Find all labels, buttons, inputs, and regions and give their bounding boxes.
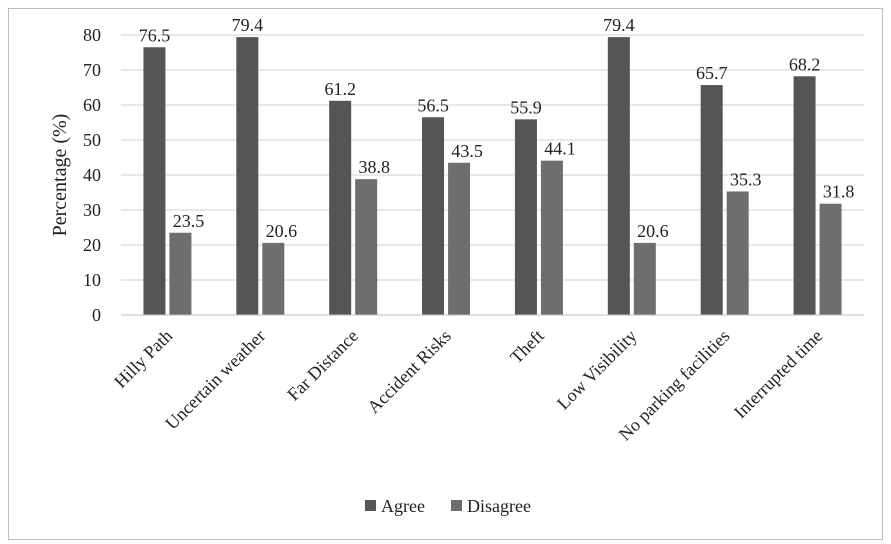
- bar-agree: [700, 85, 723, 315]
- legend-label-disagree: Disagree: [467, 496, 531, 516]
- y-tick-label: 70: [83, 60, 101, 80]
- bar-disagree: [169, 232, 192, 315]
- bar-agree: [236, 37, 259, 315]
- y-tick-label: 0: [92, 305, 101, 325]
- data-label: 55.9: [510, 97, 542, 117]
- bar-agree: [514, 119, 537, 315]
- data-label: 43.5: [451, 141, 483, 161]
- bar-disagree: [355, 179, 378, 315]
- bar-agree: [422, 117, 445, 315]
- bar-agree: [329, 100, 352, 315]
- bar-disagree: [448, 162, 471, 315]
- bar-agree: [793, 76, 816, 315]
- data-label: 65.7: [696, 63, 728, 83]
- bar-disagree: [726, 191, 749, 315]
- x-tick-label: Low Visibility: [553, 326, 641, 414]
- legend-label-agree: Agree: [381, 496, 425, 516]
- bar-agree: [607, 37, 630, 315]
- y-tick-label: 80: [83, 25, 101, 45]
- data-label: 20.6: [637, 221, 669, 241]
- x-tick-label: Interrupted time: [730, 326, 826, 422]
- x-tick-label: Uncertain weather: [161, 326, 269, 434]
- data-label: 44.1: [544, 139, 576, 159]
- y-tick-label: 60: [83, 95, 101, 115]
- y-tick-label: 30: [83, 200, 101, 220]
- x-tick-label: Accident Risks: [363, 326, 455, 418]
- y-axis-title: Percentage (%): [49, 114, 71, 237]
- bar-agree: [143, 47, 166, 315]
- bar-disagree: [633, 242, 656, 315]
- data-label: 20.6: [266, 221, 298, 241]
- legend-swatch-agree: [365, 500, 376, 511]
- data-label: 23.5: [173, 211, 205, 231]
- data-label: 76.5: [139, 25, 171, 45]
- data-label: 38.8: [358, 157, 390, 177]
- x-tick-label: Theft: [506, 326, 548, 368]
- bar-disagree: [819, 203, 842, 315]
- bar-disagree: [540, 160, 563, 315]
- data-label: 68.2: [789, 54, 821, 74]
- y-tick-label: 20: [83, 235, 101, 255]
- data-label: 79.4: [603, 15, 635, 35]
- y-tick-label: 10: [83, 270, 101, 290]
- data-label: 31.8: [823, 182, 855, 202]
- data-label: 79.4: [232, 15, 264, 35]
- data-label: 61.2: [324, 79, 356, 99]
- data-label: 35.3: [730, 169, 762, 189]
- data-label: 56.5: [417, 95, 449, 115]
- bar-disagree: [262, 242, 285, 315]
- legend-swatch-disagree: [451, 500, 462, 511]
- y-tick-label: 50: [83, 130, 101, 150]
- x-tick-label: Hilly Path: [110, 326, 176, 392]
- y-tick-label: 40: [83, 165, 101, 185]
- x-tick-label: Far Distance: [283, 326, 362, 405]
